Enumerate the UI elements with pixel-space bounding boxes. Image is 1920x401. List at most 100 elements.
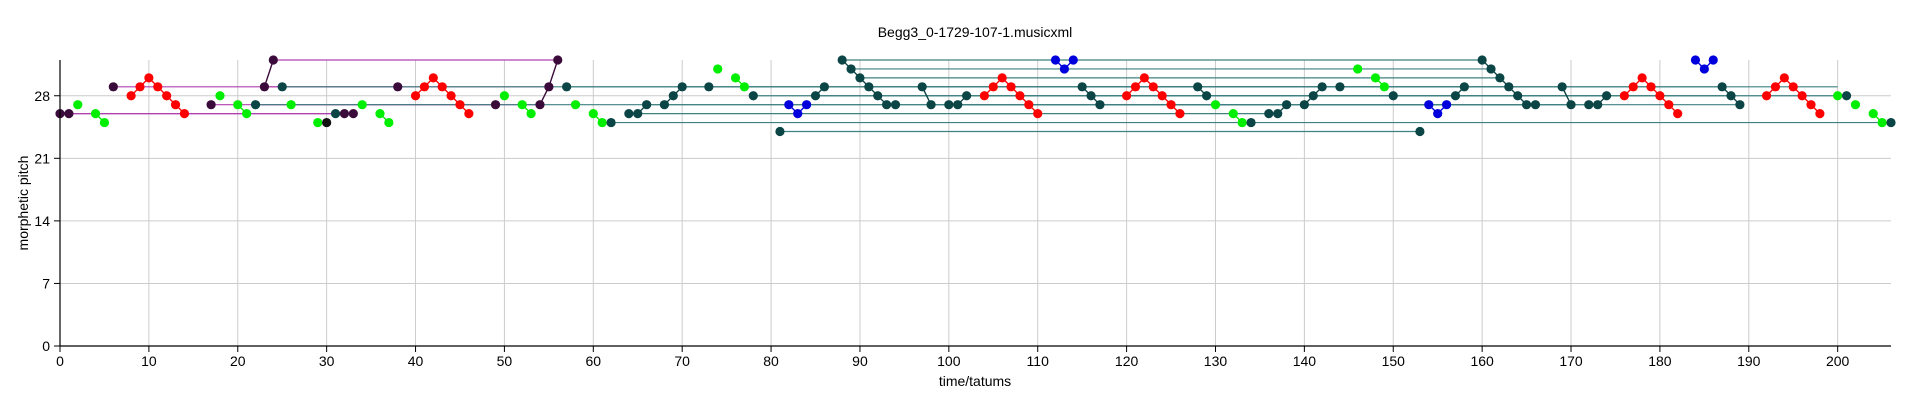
data-point — [1521, 100, 1532, 110]
data-point — [1157, 91, 1167, 101]
axes — [59, 60, 1891, 347]
data-point — [1077, 82, 1087, 92]
series-connector — [263, 59, 274, 88]
data-point — [1806, 100, 1816, 110]
data-point — [1868, 109, 1878, 119]
data-point — [953, 100, 963, 110]
data-point — [544, 82, 554, 92]
data-point — [553, 55, 563, 65]
data-point — [490, 100, 501, 110]
data-point — [499, 91, 510, 101]
data-point — [446, 91, 456, 101]
data-point — [1095, 100, 1105, 110]
data-point — [250, 100, 261, 110]
data-point — [419, 82, 430, 92]
data-point — [1388, 91, 1398, 101]
data-point — [1513, 91, 1523, 101]
data-point — [704, 82, 714, 92]
x-tick-label: 180 — [1648, 353, 1672, 369]
data-point — [1175, 109, 1185, 119]
data-point — [1530, 100, 1541, 110]
data-point — [997, 73, 1007, 83]
data-point — [1370, 73, 1381, 83]
data-point — [979, 91, 989, 101]
grid — [60, 60, 1891, 346]
data-point — [517, 100, 527, 110]
data-point — [1166, 100, 1176, 110]
data-point — [1797, 91, 1807, 101]
points-layer — [55, 55, 1896, 137]
x-tick-label: 60 — [586, 353, 602, 369]
data-point — [1246, 117, 1256, 128]
x-tick-label: 190 — [1737, 353, 1761, 369]
data-point — [170, 100, 181, 110]
data-point — [1459, 82, 1469, 92]
data-point — [1308, 91, 1318, 101]
data-point — [748, 91, 758, 101]
data-point — [1601, 91, 1612, 101]
data-point — [677, 82, 687, 92]
data-point — [233, 100, 243, 110]
data-point — [1495, 73, 1505, 83]
x-tick-label: 170 — [1559, 353, 1583, 369]
x-tick-label: 0 — [56, 353, 64, 369]
data-point — [135, 82, 145, 92]
data-point — [1299, 100, 1309, 110]
data-point — [659, 100, 670, 110]
data-point — [562, 82, 572, 92]
data-point — [1273, 109, 1283, 119]
y-tick-label: 0 — [42, 338, 50, 354]
x-tick-label: 110 — [1027, 353, 1050, 369]
data-point — [873, 91, 883, 101]
x-tick-label: 120 — [1115, 353, 1139, 369]
y-tick-label: 21 — [34, 150, 50, 166]
data-point — [1877, 117, 1887, 128]
data-point — [1761, 91, 1772, 101]
data-point — [1637, 73, 1647, 83]
data-point — [1006, 82, 1016, 92]
data-point — [1735, 100, 1745, 110]
data-point — [846, 64, 856, 74]
data-point — [1415, 126, 1425, 137]
data-point — [179, 109, 190, 119]
data-point — [784, 100, 794, 110]
data-point — [348, 109, 358, 119]
data-point — [837, 55, 847, 65]
data-point — [1441, 100, 1452, 110]
data-point — [819, 82, 829, 92]
data-point — [339, 109, 350, 119]
data-point — [1201, 91, 1212, 101]
data-point — [99, 117, 110, 128]
x-tick-label: 90 — [852, 353, 868, 369]
data-point — [1050, 55, 1061, 65]
x-axis-title: time/tatums — [939, 373, 1011, 389]
data-point — [330, 109, 341, 119]
data-point — [1148, 82, 1158, 92]
data-point — [1210, 100, 1221, 110]
data-point — [535, 100, 545, 110]
data-point — [357, 100, 367, 110]
data-point — [1788, 82, 1798, 92]
data-point — [1015, 91, 1025, 101]
data-point — [526, 109, 536, 119]
data-point — [926, 100, 936, 110]
series-connector — [548, 59, 559, 88]
data-point — [90, 109, 101, 119]
data-point — [802, 100, 812, 110]
data-point — [1353, 64, 1363, 74]
x-tick-label: 30 — [319, 353, 335, 369]
data-point — [810, 91, 821, 101]
data-point — [1335, 82, 1345, 92]
data-point — [882, 100, 892, 110]
data-point — [1815, 109, 1825, 119]
data-point — [1833, 91, 1843, 101]
data-point — [1699, 64, 1709, 74]
data-point — [1317, 82, 1327, 92]
data-point — [713, 64, 723, 74]
x-tick-label: 70 — [674, 353, 690, 369]
data-point — [624, 109, 634, 119]
data-point — [144, 73, 154, 83]
data-point — [455, 100, 465, 110]
